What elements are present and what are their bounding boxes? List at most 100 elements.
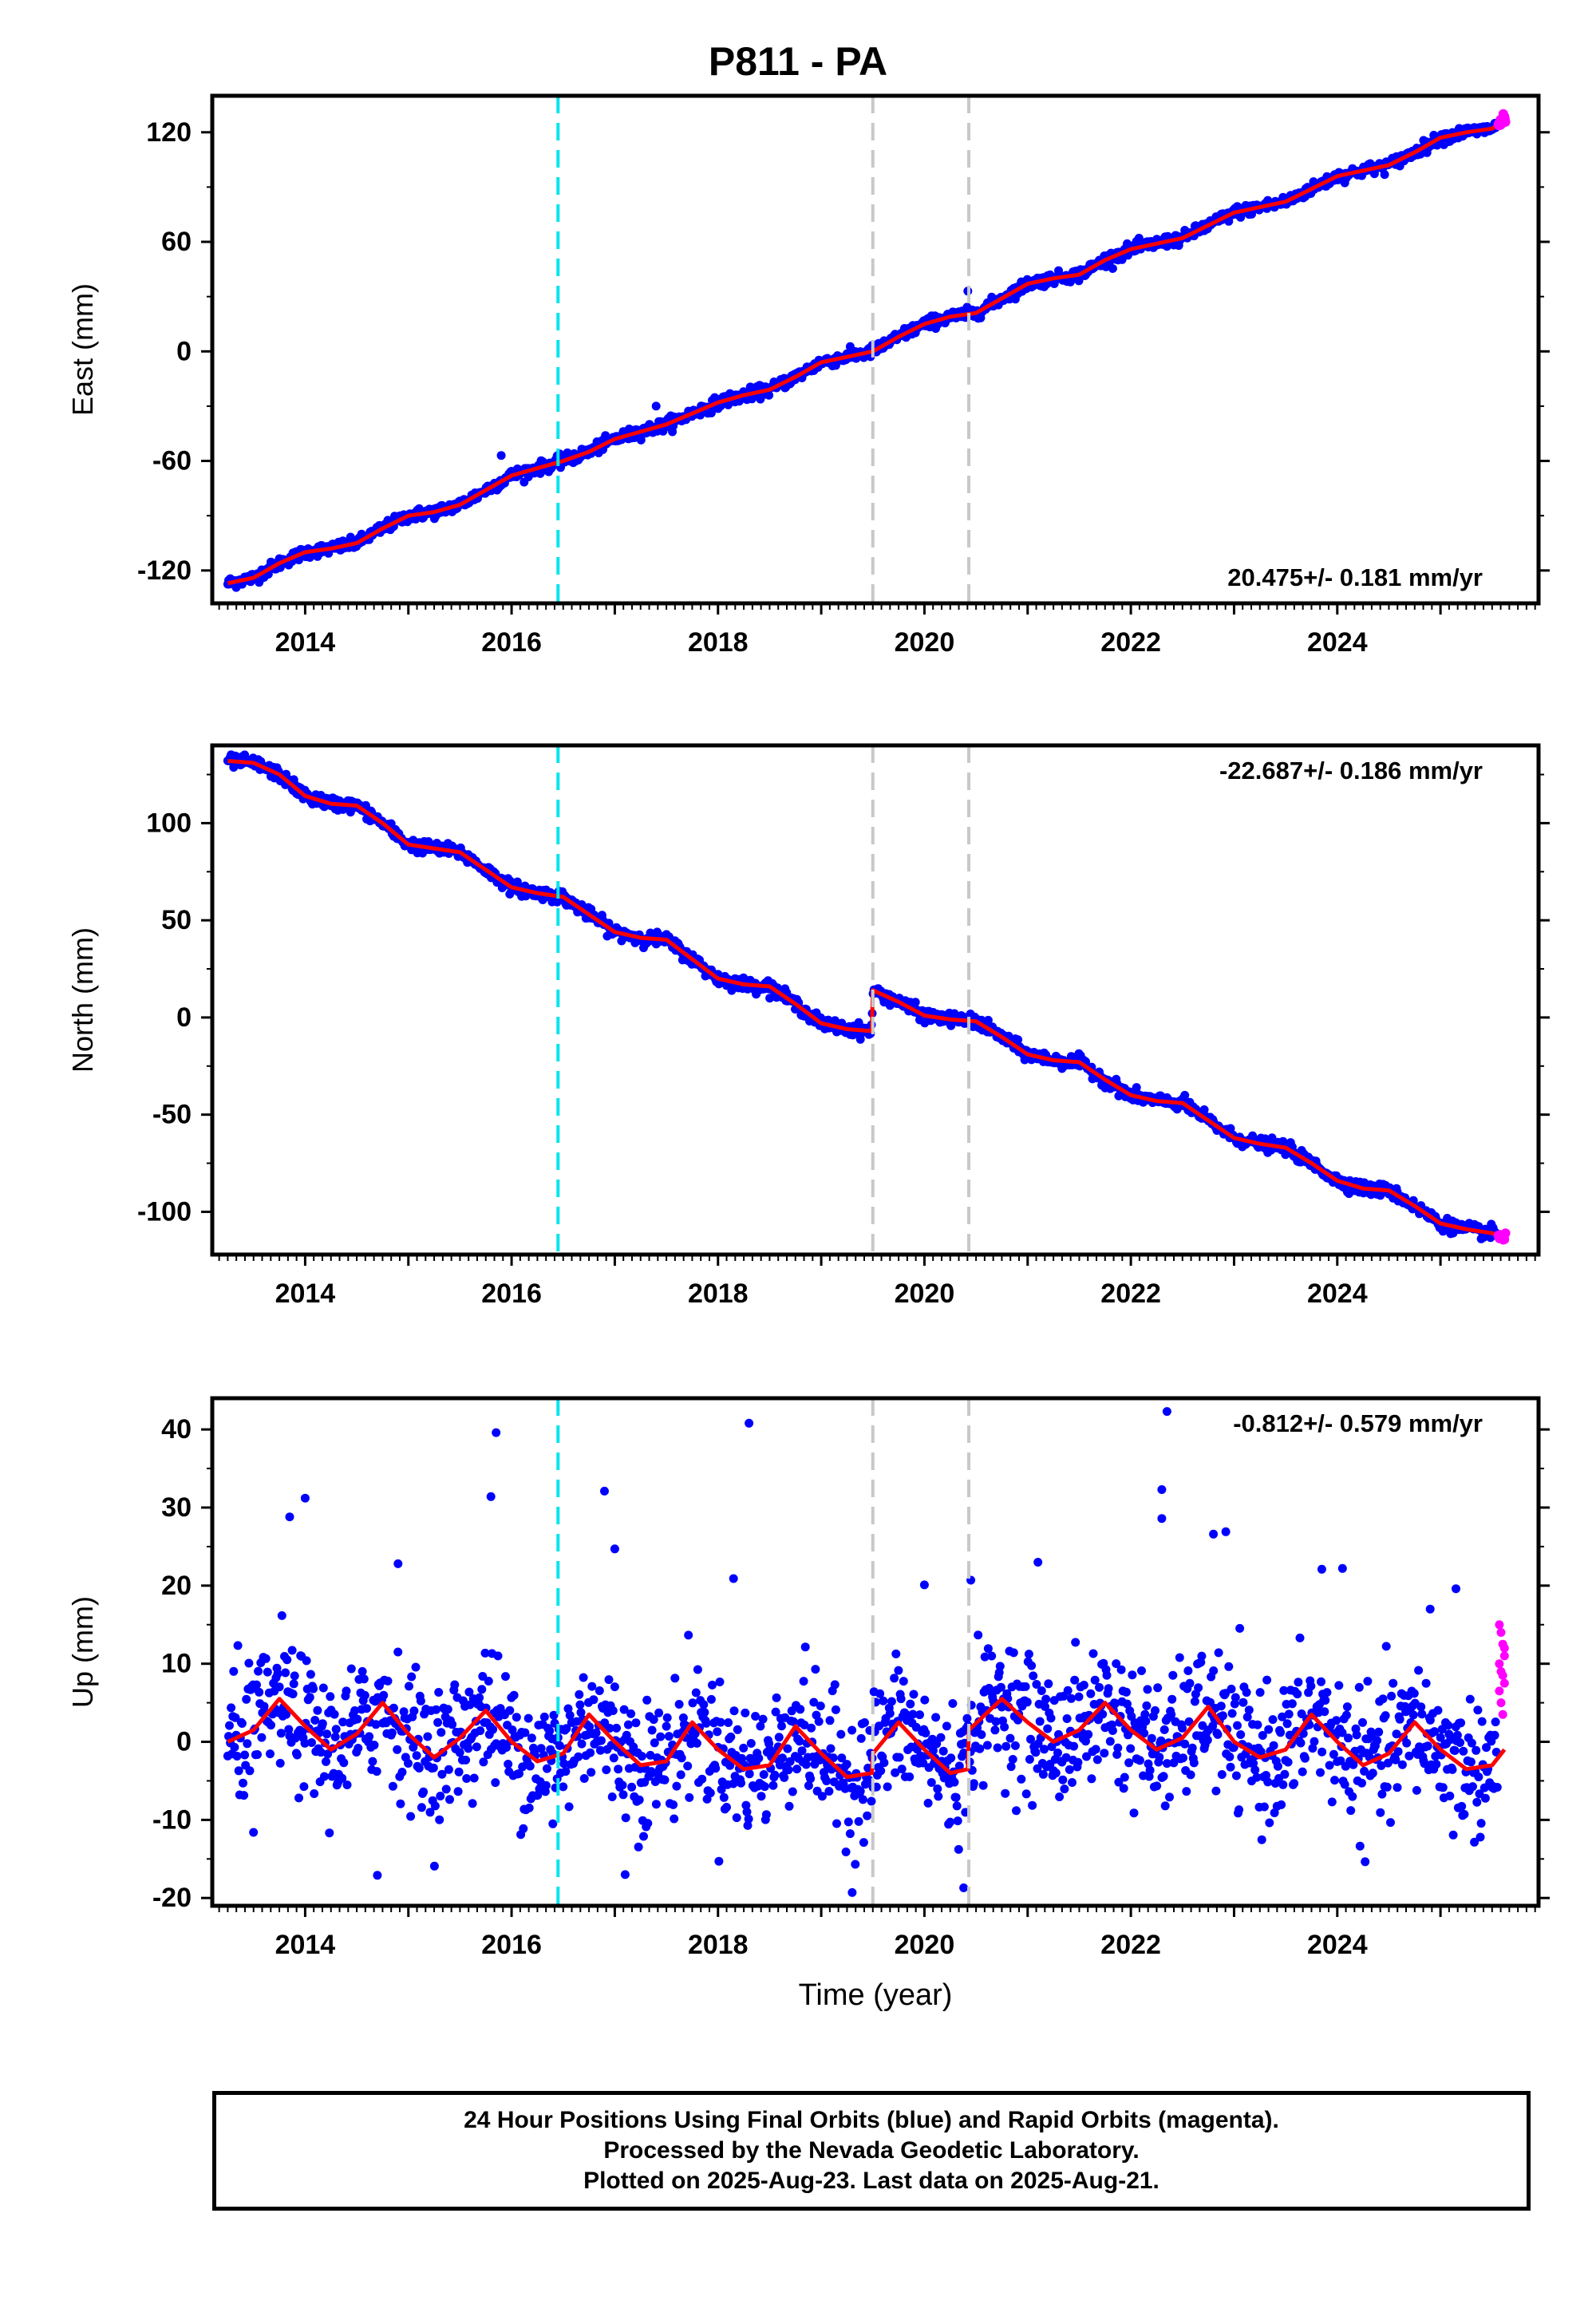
data-points — [223, 109, 1511, 592]
final-orbit-point — [806, 1774, 816, 1784]
final-orbit-point — [362, 1704, 371, 1713]
final-orbit-point — [1079, 1681, 1088, 1690]
final-orbit-outlier-point — [249, 1828, 259, 1837]
final-orbit-point — [358, 1666, 367, 1676]
final-orbit-point — [618, 1790, 628, 1800]
y-tick-label: 0 — [176, 1002, 192, 1033]
final-orbit-point — [1392, 1729, 1401, 1739]
rapid-orbit-point — [1495, 1620, 1504, 1630]
final-orbit-point — [539, 1712, 549, 1721]
final-orbit-point — [1113, 1743, 1123, 1753]
final-orbit-point — [294, 1793, 303, 1803]
final-orbit-point — [614, 1765, 623, 1774]
final-orbit-outlier-point — [300, 1493, 310, 1503]
final-orbit-point — [1194, 1683, 1203, 1693]
final-orbit-point — [254, 1666, 263, 1676]
rapid-orbit-point — [1496, 1628, 1506, 1637]
final-orbit-point — [1175, 1653, 1184, 1662]
final-orbit-point — [1217, 1770, 1227, 1779]
x-tick-label: 2016 — [481, 627, 542, 658]
final-orbit-point — [1199, 1105, 1209, 1114]
final-orbit-point — [360, 1690, 369, 1700]
final-orbit-point — [1377, 1761, 1386, 1770]
final-orbit-point — [1282, 1719, 1292, 1729]
final-orbit-point — [242, 1694, 251, 1704]
final-orbit-point — [1147, 1733, 1156, 1743]
velocity-rate-label: 20.475+/- 0.181 mm/yr — [1227, 563, 1483, 591]
final-orbit-point — [289, 1679, 298, 1689]
final-orbit-point — [626, 1709, 636, 1718]
final-orbit-point — [1070, 1675, 1080, 1685]
final-orbit-point — [656, 1732, 666, 1741]
final-orbit-point — [346, 1664, 356, 1674]
final-orbit-point — [267, 1721, 275, 1730]
final-orbit-point — [693, 1665, 702, 1674]
final-orbit-point — [310, 1789, 319, 1798]
final-orbit-point — [780, 1773, 789, 1782]
final-orbit-point — [1465, 1694, 1475, 1704]
final-orbit-point — [1242, 1688, 1251, 1697]
final-orbit-point — [389, 1703, 398, 1713]
final-orbit-point — [1090, 1675, 1100, 1685]
final-orbit-point — [417, 1803, 426, 1812]
plot-frame — [210, 1396, 1541, 1908]
final-orbit-point — [948, 1699, 958, 1708]
x-tick-label: 2016 — [481, 1279, 542, 1309]
final-orbit-point — [476, 1726, 485, 1736]
final-orbit-point — [1322, 1688, 1332, 1697]
final-orbit-point — [688, 1698, 697, 1708]
final-orbit-point — [764, 390, 774, 400]
final-orbit-point — [1046, 1713, 1056, 1723]
final-orbit-point — [1104, 1684, 1113, 1694]
final-orbit-point — [619, 1705, 629, 1714]
final-orbit-point — [1344, 1733, 1353, 1743]
final-orbit-point — [1382, 1782, 1392, 1792]
final-orbit-point — [756, 1721, 765, 1731]
final-orbit-point — [1053, 1748, 1062, 1757]
final-orbit-point — [974, 1630, 983, 1640]
final-orbit-point — [954, 1844, 963, 1854]
final-orbit-point — [634, 1842, 643, 1852]
final-orbit-point — [997, 1702, 1006, 1712]
final-orbit-point — [284, 1725, 294, 1734]
final-orbit-point — [234, 1766, 243, 1776]
x-tick-label: 2018 — [688, 1279, 749, 1309]
final-orbit-point — [1186, 1770, 1195, 1780]
final-orbit-point — [761, 1810, 771, 1820]
final-orbit-point — [282, 1709, 291, 1719]
final-orbit-point — [771, 1707, 780, 1717]
final-orbit-point — [307, 1738, 316, 1747]
final-orbit-point — [1214, 1648, 1223, 1658]
final-orbit-point — [1253, 1720, 1262, 1729]
final-orbit-point — [512, 1713, 521, 1722]
final-orbit-point — [678, 1713, 688, 1722]
final-orbit-point — [1224, 216, 1234, 226]
final-orbit-point — [225, 1721, 234, 1730]
final-orbit-point — [1068, 1778, 1077, 1787]
final-orbit-point — [501, 1672, 510, 1682]
final-orbit-point — [855, 1787, 865, 1796]
final-orbit-point — [407, 1672, 417, 1682]
final-orbit-point — [1472, 1797, 1482, 1807]
final-orbit-point — [905, 1772, 915, 1781]
final-orbit-point — [277, 1611, 286, 1620]
final-orbit-point — [760, 1782, 769, 1792]
final-orbit-point — [1480, 1793, 1490, 1803]
final-orbit-point — [627, 1782, 637, 1792]
final-orbit-point — [1452, 1730, 1462, 1740]
final-orbit-point — [1120, 1773, 1129, 1782]
final-orbit-point — [469, 1773, 479, 1783]
final-orbit-point — [545, 1726, 555, 1736]
final-orbit-point — [444, 1765, 453, 1774]
final-orbit-point — [245, 1766, 255, 1776]
final-orbit-point — [1391, 1755, 1400, 1765]
final-orbit-point — [1476, 1832, 1485, 1842]
final-orbit-point — [1473, 1705, 1483, 1715]
final-orbit-point — [637, 1752, 646, 1761]
final-orbit-point — [231, 1713, 240, 1722]
final-orbit-point — [894, 1666, 903, 1675]
final-orbit-outlier-point — [1209, 1529, 1219, 1539]
final-orbit-point — [468, 1799, 477, 1808]
final-orbit-outlier-point — [1221, 1527, 1231, 1536]
final-orbit-point — [350, 1706, 360, 1715]
